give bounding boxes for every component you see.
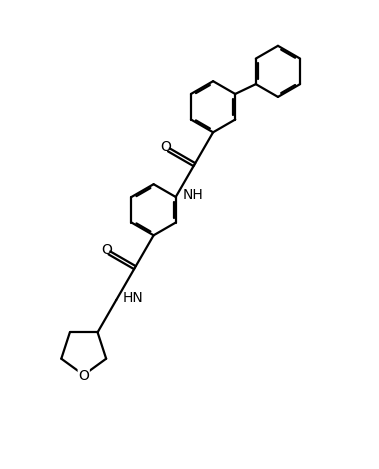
Text: NH: NH	[183, 188, 204, 202]
Text: HN: HN	[122, 291, 143, 305]
Text: O: O	[78, 369, 89, 383]
Text: O: O	[101, 243, 112, 257]
Text: O: O	[161, 140, 172, 154]
